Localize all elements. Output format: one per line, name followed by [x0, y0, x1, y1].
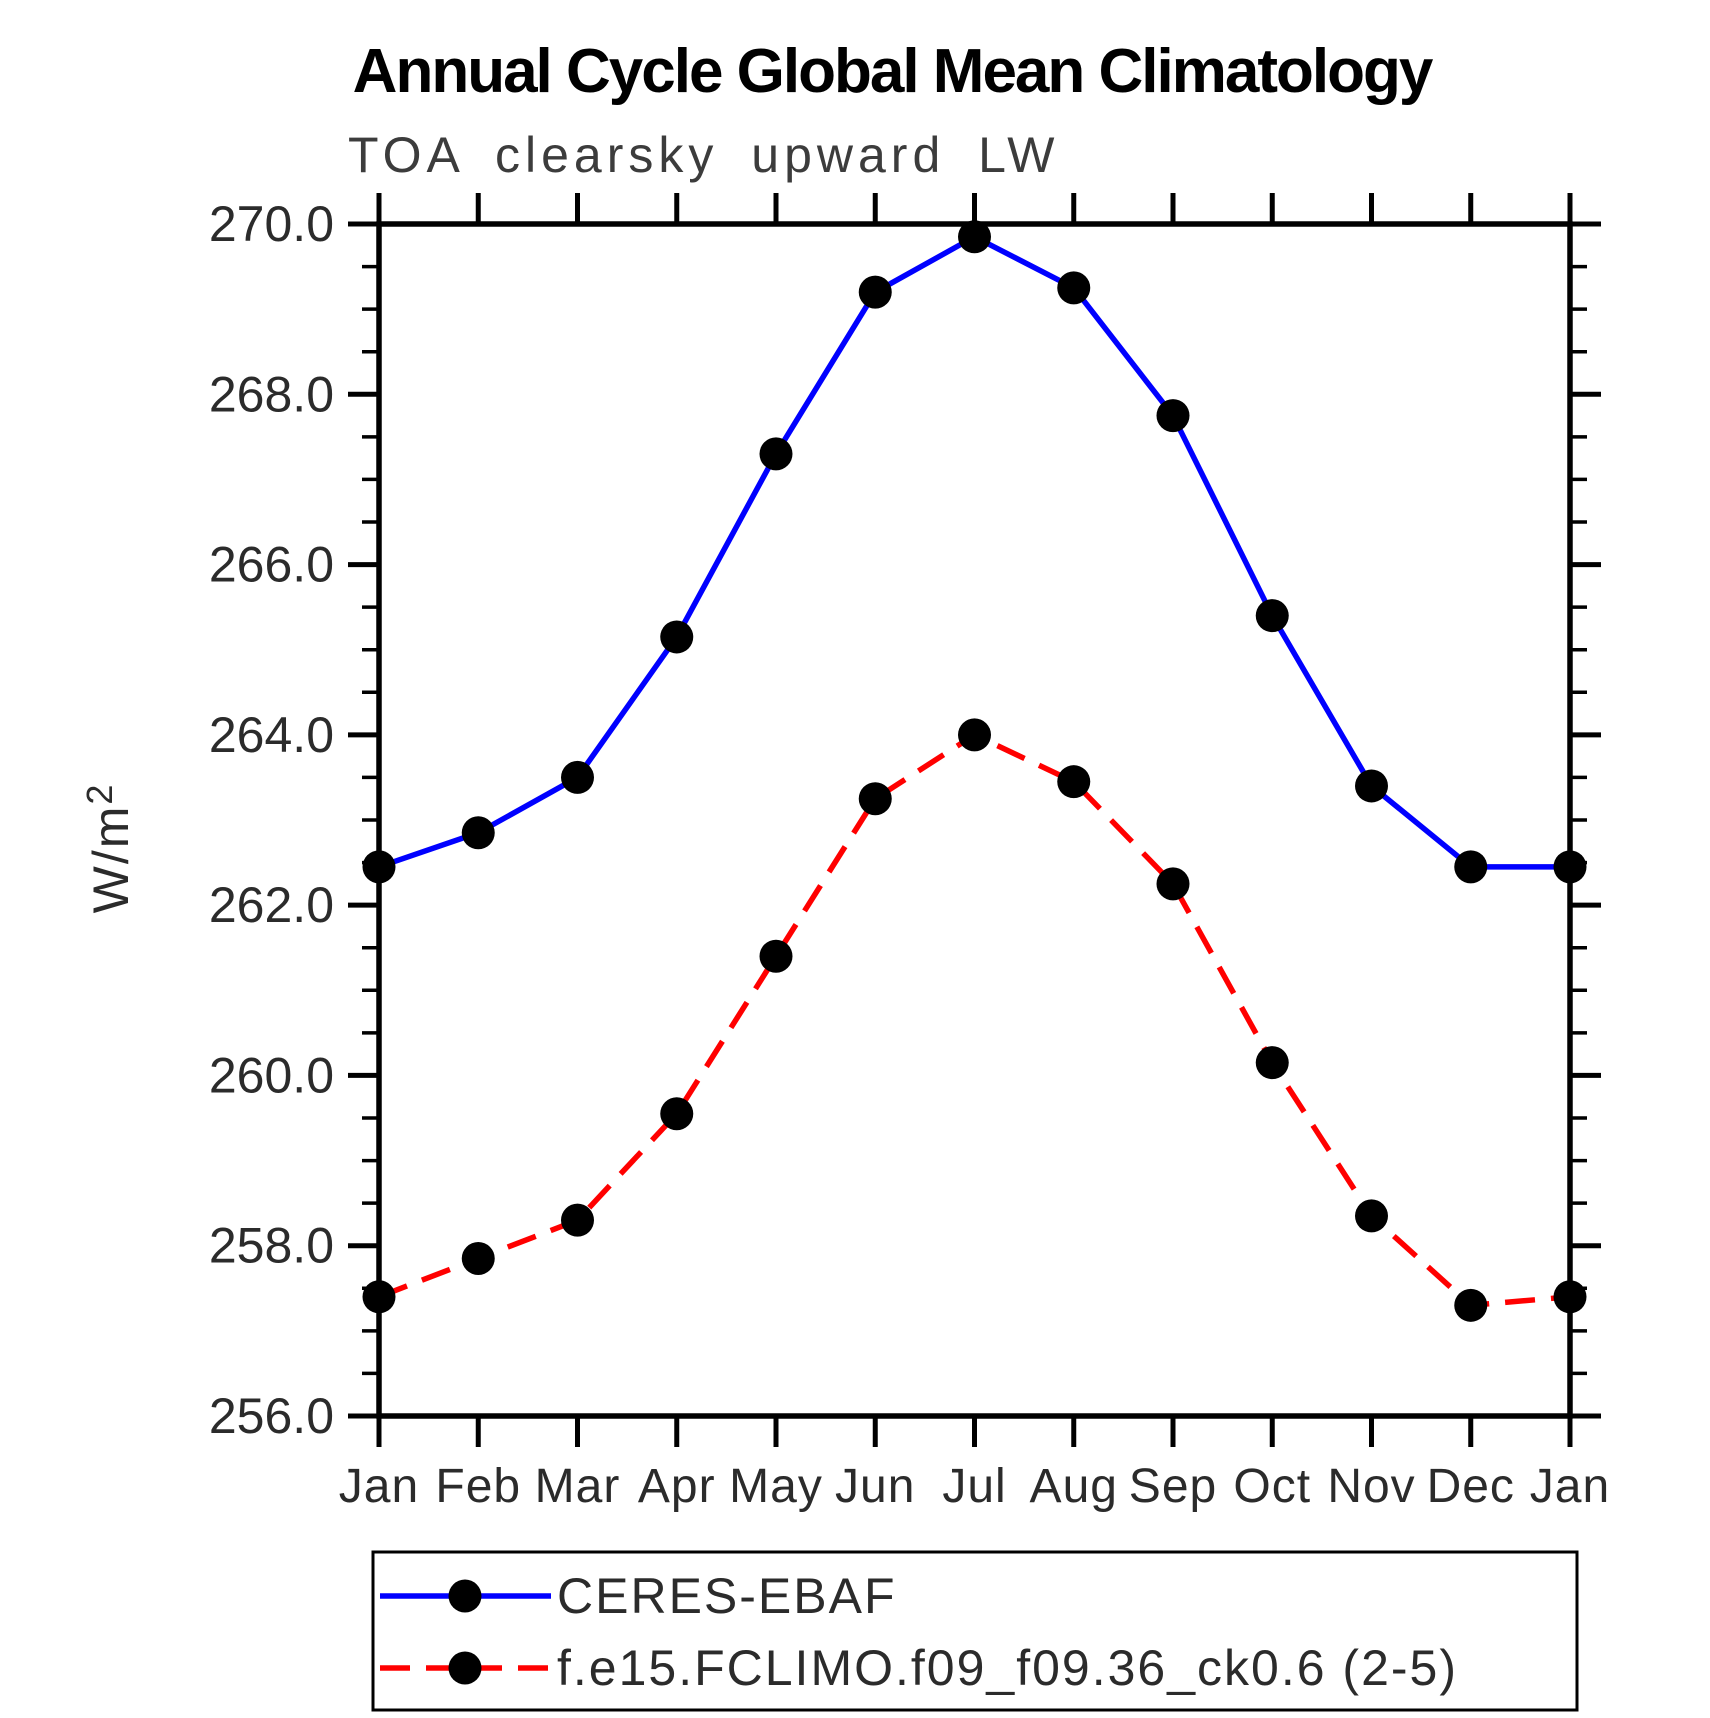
- y-axis-label-exponent: 2: [79, 783, 120, 805]
- series-marker-1: [759, 939, 793, 973]
- y-tick-label: 262.0: [209, 877, 334, 933]
- series-marker-1: [1156, 867, 1190, 901]
- series-marker-1: [1454, 1288, 1488, 1322]
- series-marker-0: [1057, 271, 1091, 305]
- y-tick-label: 268.0: [209, 366, 334, 422]
- x-tick-label: Feb: [435, 1460, 521, 1513]
- x-tick-label: Oct: [1233, 1460, 1311, 1513]
- series-marker-0: [1355, 769, 1388, 803]
- x-tick-label: Mar: [535, 1460, 621, 1513]
- plot-frame: [376, 221, 1573, 1419]
- series-marker-0: [1454, 850, 1488, 884]
- x-tick-label: Dec: [1427, 1460, 1515, 1513]
- x-tick-label: Nov: [1327, 1460, 1415, 1513]
- x-tick-label: Jan: [1530, 1460, 1610, 1513]
- legend-box: [371, 1550, 1579, 1712]
- x-tick-label: Sep: [1129, 1460, 1217, 1513]
- y-tick-label: 270.0: [209, 196, 334, 252]
- chart-subtitle: TOA clearsky upward LW: [348, 127, 1059, 183]
- series-marker-0: [660, 620, 694, 654]
- series-marker-0: [1255, 599, 1289, 633]
- axes-layer: Jan Feb Mar Apr May Jun Jul Aug Sep Oct Nov Dec Jan2…: [209, 193, 1610, 1513]
- series-marker-0: [858, 275, 892, 309]
- y-axis-label-base: W/m: [83, 805, 139, 914]
- series-layer: [362, 220, 1587, 1322]
- y-tick-label: 266.0: [209, 537, 334, 593]
- legend-label-series-1: f.e15.FCLIMO.f09_f09.36_ck0.6 (2-5): [557, 1640, 1458, 1696]
- series-marker-0: [958, 220, 991, 254]
- y-tick-label: 264.0: [209, 707, 334, 763]
- series-marker-1: [1355, 1199, 1388, 1233]
- chart-title: Annual Cycle Global Mean Climatology: [353, 37, 1434, 106]
- series-marker-0: [759, 437, 793, 471]
- series-line-0: [378, 234, 1570, 870]
- series-marker-1: [362, 1280, 396, 1314]
- legend: CERES-EBAF f.e15.FCLIMO.f09_f09.36_ck0.6…: [371, 1550, 1579, 1712]
- x-tick-label: Aug: [1030, 1460, 1118, 1513]
- x-tick-label: Jul: [942, 1460, 1006, 1513]
- y-axis-label: W/m2: [79, 783, 139, 914]
- series-marker-1: [1057, 765, 1091, 799]
- x-tick-label: Apr: [638, 1460, 716, 1513]
- series-marker-0: [461, 816, 495, 850]
- legend-marker-series-0: [448, 1579, 482, 1613]
- series-line-1: [378, 732, 1571, 1309]
- series-marker-0: [561, 760, 594, 794]
- series-marker-1: [958, 718, 991, 752]
- legend-label-series-0: CERES-EBAF: [557, 1568, 897, 1624]
- y-tick-label: 256.0: [209, 1388, 334, 1444]
- series-marker-1: [660, 1097, 694, 1131]
- y-tick-label: 258.0: [209, 1218, 334, 1274]
- series-marker-1: [461, 1241, 495, 1275]
- y-tick-label: 260.0: [209, 1047, 334, 1103]
- x-tick-label: May: [729, 1460, 823, 1513]
- x-tick-label: Jun: [835, 1460, 915, 1513]
- series-marker-0: [1156, 399, 1190, 433]
- series-marker-1: [561, 1203, 594, 1237]
- series-marker-1: [1553, 1280, 1587, 1314]
- series-marker-0: [362, 850, 396, 884]
- series-marker-1: [858, 782, 892, 816]
- x-tick-label: Jan: [339, 1460, 419, 1513]
- series-marker-1: [1255, 1046, 1289, 1080]
- series-marker-0: [1553, 850, 1587, 884]
- legend-marker-series-1: [448, 1651, 482, 1685]
